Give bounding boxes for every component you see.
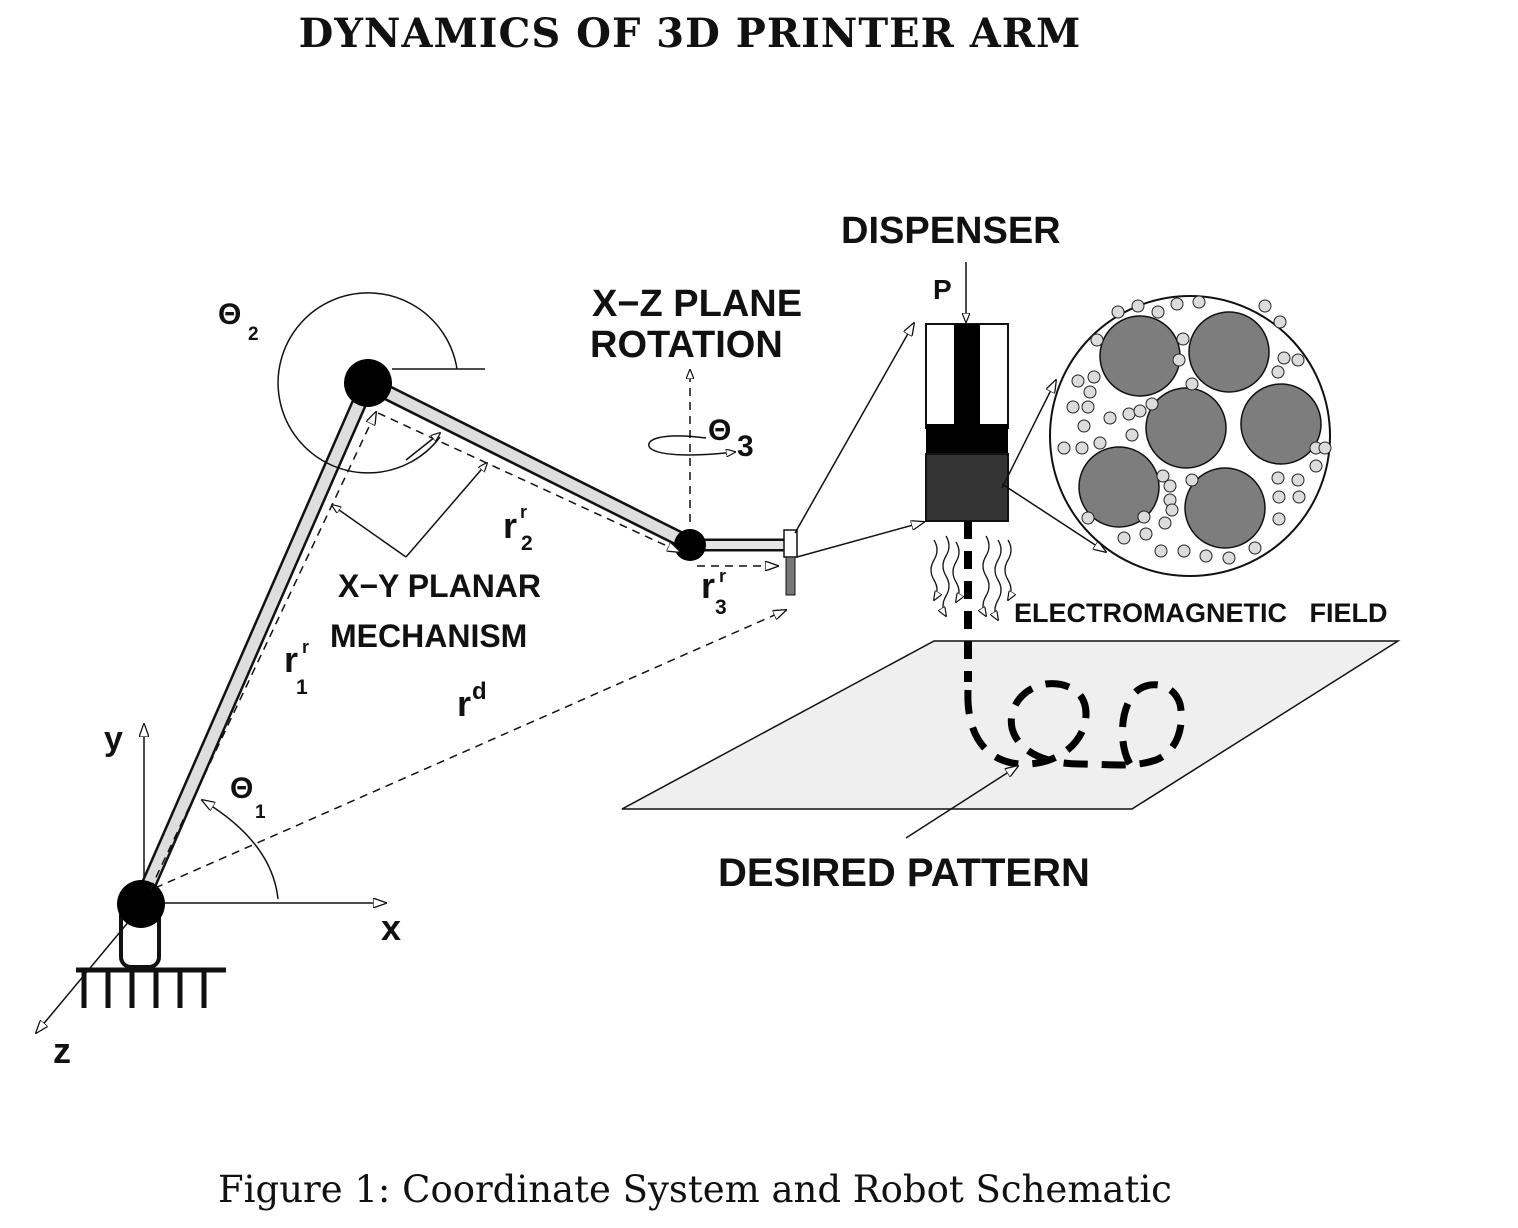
- desired-pattern-label: DESIRED PATTERN: [718, 851, 1090, 895]
- r1-subscript: 1: [296, 676, 308, 699]
- xy-planar-label-line1: X−Y PLANAR: [338, 568, 541, 604]
- z-axis-label: z: [53, 1030, 71, 1071]
- r3-label: r: [701, 565, 715, 606]
- theta1-label: Θ: [230, 772, 253, 805]
- vector-rd: [154, 610, 786, 889]
- end-effector: [783, 529, 798, 558]
- z-axis: [36, 907, 141, 1033]
- theta1-subscript: 1: [255, 802, 266, 823]
- r1-superscript: r: [302, 637, 309, 657]
- pointer-link1: [332, 505, 407, 558]
- rd-label: r: [457, 683, 471, 724]
- r3-subscript: 3: [715, 596, 727, 619]
- rd-superscript: d: [472, 678, 487, 705]
- xy-planar-label-line2: MECHANISM: [330, 618, 527, 654]
- em-field-label: ELECTROMAGNETIC FIELD: [1014, 598, 1388, 628]
- r2-label: r: [503, 505, 517, 546]
- theta3-subscript: 3: [737, 430, 754, 463]
- leader-to-dispenser-bottom: [796, 522, 924, 558]
- pressure-label: P: [933, 274, 952, 305]
- magnified-particle-view: [1049, 295, 1332, 577]
- leader-to-magnified-bottom: [1001, 483, 1106, 552]
- joint-elbow: [344, 359, 392, 407]
- leader-to-magnified-top: [1001, 380, 1056, 489]
- xz-plane-label-line1: X−Z PLANE: [592, 283, 802, 325]
- x-axis-label: x: [381, 907, 401, 948]
- joint-wrist: [674, 529, 706, 561]
- r2-subscript: 2: [521, 532, 533, 555]
- theta2-arc: [277, 292, 458, 474]
- em-field-arrows: [930, 535, 1011, 620]
- end-effector-tip: [785, 556, 796, 596]
- vector-r1: [149, 412, 376, 891]
- r1-label: r: [284, 639, 298, 680]
- r2-superscript: r: [520, 502, 527, 522]
- dispenser-label: DISPENSER: [841, 210, 1061, 252]
- pointer-desired-pattern: [905, 766, 1018, 839]
- r3-superscript: r: [719, 566, 726, 586]
- pointer-r2: [405, 433, 440, 461]
- figure-caption: Figure 1: Coordinate System and Robot Sc…: [218, 1168, 1172, 1211]
- y-axis-label: y: [104, 720, 123, 758]
- page-title: DYNAMICS OF 3D PRINTER ARM: [298, 10, 1082, 57]
- theta2-subscript: 2: [248, 324, 259, 345]
- theta1-arc: [202, 800, 279, 900]
- xz-plane-label-line2: ROTATION: [590, 324, 783, 366]
- dispenser-body: [925, 323, 1009, 522]
- pointer-link2: [405, 463, 487, 558]
- robot-schematic-figure: Θ 2 X−Z PLANE ROTATION Θ 3 DISPENSER P r…: [0, 210, 1401, 1071]
- theta3-rotation-arrow: [648, 435, 735, 455]
- theta3-label: Θ: [708, 414, 731, 447]
- leader-to-dispenser-top: [794, 323, 914, 534]
- theta2-label: Θ: [218, 298, 241, 331]
- ground-base: [76, 967, 226, 1008]
- joint-base: [117, 880, 165, 928]
- desired-pattern-path: [964, 680, 1185, 769]
